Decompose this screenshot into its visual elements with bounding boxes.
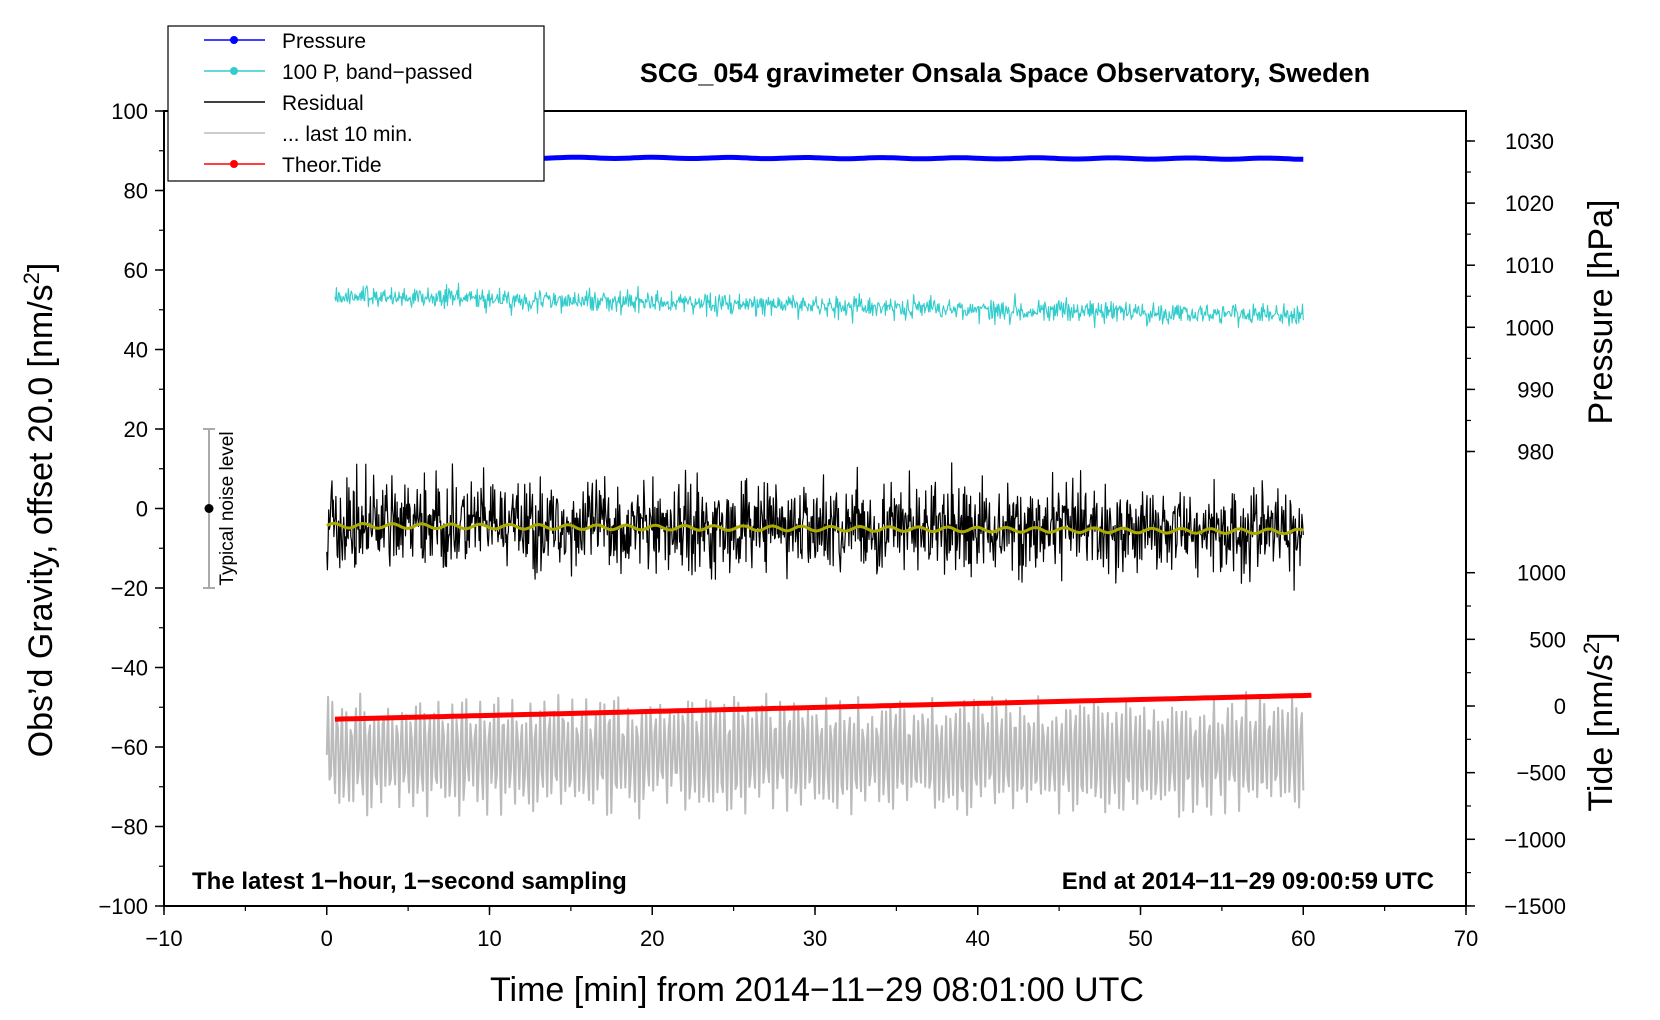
legend-label: Residual: [282, 92, 364, 115]
legend-label: Theor.Tide: [282, 154, 382, 177]
tide-tick-label: 0: [1554, 694, 1566, 719]
y-tick-label: −60: [111, 735, 148, 760]
x-tick-label: −10: [145, 926, 182, 951]
y-tick-label: 20: [124, 417, 148, 442]
x-tick-label: 60: [1291, 926, 1315, 951]
legend-box: [167, 25, 545, 182]
pressure-tick-label: 1020: [1505, 191, 1554, 216]
y-tick-label: 40: [124, 338, 148, 363]
legend-marker: [230, 67, 238, 75]
x-axis-label: Time [min] from 2014−11−29 08:01:00 UTC: [490, 971, 1144, 1009]
y-axis-label-main: Obs’d Gravity, offset 20.0 [nm/s: [22, 284, 60, 757]
pressure-tick-label: 990: [1517, 377, 1554, 402]
pressure-axis-label: Pressure [hPa]: [1582, 200, 1620, 425]
x-tick-label: 20: [640, 926, 664, 951]
tide-tick-label: 500: [1529, 627, 1566, 652]
y-tick-label: −20: [111, 576, 148, 601]
pressure-tick-label: 980: [1517, 440, 1554, 465]
legend-label: ... last 10 min.: [282, 123, 413, 146]
y-tick-label: 80: [124, 179, 148, 204]
series-residual: [326, 462, 1304, 591]
pressure-tick-label: 1000: [1505, 315, 1554, 340]
x-tick-label: 10: [477, 926, 501, 951]
pressure-tick-label: 1010: [1505, 253, 1554, 278]
tide-axis-label-main: Tide [nm/s: [1582, 654, 1620, 811]
x-tick-label: 50: [1128, 926, 1152, 951]
annotation-right: End at 2014−11−29 09:00:59 UTC: [1062, 868, 1434, 895]
y-tick-label: 100: [111, 99, 148, 124]
noise-indicator: Typical noise level: [203, 428, 238, 589]
y-axis-label: Obs’d Gravity, offset 20.0 [nm/s2]: [19, 263, 60, 758]
series-theor-tide: [334, 692, 1312, 722]
series-bandpassed-pressure: [334, 282, 1304, 329]
y-tick-label: 60: [124, 258, 148, 283]
legend-marker: [230, 160, 238, 168]
y-tick-label: −80: [111, 815, 148, 840]
tide-tick-label: −1500: [1504, 894, 1566, 919]
tide-tick-label: −1000: [1504, 827, 1566, 852]
x-tick-label: 30: [803, 926, 827, 951]
y-axis-label-close: ]: [22, 263, 60, 272]
series-group: [325, 154, 1312, 820]
axis-ticks: −10 0 10 20 30 40 50 60 70−100−80−60−40−20020406…: [98, 99, 1566, 951]
tide-axis-label: Tide [nm/s2]: [1579, 632, 1620, 811]
legend-label: 100 P, band−passed: [282, 61, 473, 84]
y-axis-label-exp: 2: [19, 272, 44, 284]
x-tick-label: 70: [1454, 926, 1478, 951]
series-last-10-min: [325, 691, 1305, 820]
tide-tick-label: 1000: [1517, 561, 1566, 586]
legend: Pressure 100 P, band−passed Residual ... la…: [167, 25, 545, 182]
y-tick-label: −40: [111, 656, 148, 681]
chart-title: SCG_054 gravimeter Onsala Space Observat…: [640, 58, 1370, 88]
tide-axis-label-close: ]: [1582, 632, 1620, 641]
noise-label: Typical noise level: [217, 431, 238, 585]
tide-axis-label-exp: 2: [1579, 642, 1604, 654]
x-tick-label: 40: [966, 926, 990, 951]
series-residual-smoothed: [326, 521, 1304, 536]
annotation-left: The latest 1−hour, 1−second sampling: [192, 868, 627, 895]
x-tick-label: 0: [321, 926, 333, 951]
legend-label: Pressure: [282, 30, 366, 53]
pressure-tick-label: 1030: [1505, 129, 1554, 154]
y-tick-label: −100: [98, 894, 148, 919]
legend-marker: [230, 36, 238, 44]
noise-center-dot: [204, 504, 214, 513]
tide-tick-label: −500: [1516, 761, 1566, 786]
y-tick-label: 0: [136, 497, 148, 522]
